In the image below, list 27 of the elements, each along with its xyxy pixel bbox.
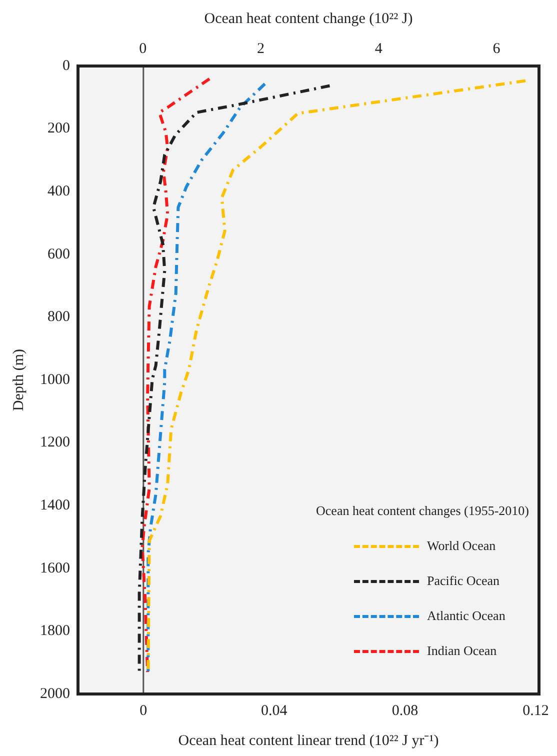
- legend-title: Ocean heat content changes (1955-2010): [315, 502, 529, 520]
- y-axis-title: Depth (m): [10, 348, 27, 412]
- y-tick-label: 1800: [40, 623, 70, 640]
- x-tick-label: 0.08: [392, 702, 418, 719]
- y-tick-label: 1400: [40, 498, 70, 514]
- x2-tick-label: 2: [257, 40, 264, 57]
- y-tick-label: 0: [62, 58, 70, 74]
- x-tick-label: 0.04: [261, 702, 288, 719]
- legend-label: Pacific Ocean: [427, 573, 500, 589]
- y-tick-label: 600: [48, 246, 70, 262]
- y-tick-label: 800: [48, 309, 70, 326]
- y-tick-label: 1600: [40, 560, 70, 576]
- y-tick-label: 2000: [40, 686, 70, 702]
- y-tick-label: 400: [48, 184, 70, 200]
- x2-tick-label: 4: [374, 40, 383, 57]
- legend-label: Atlantic Ocean: [427, 608, 506, 624]
- x2-axis-title: Ocean heat content change (10²² J): [204, 10, 413, 27]
- x2-tick-label: 0: [139, 40, 147, 57]
- y-tick-label: 1000: [40, 372, 70, 388]
- x-tick-label: 0.12: [522, 702, 549, 719]
- y-tick-label: 200: [48, 120, 70, 137]
- x2-tick-label: 6: [492, 40, 501, 57]
- y-tick-label: 1200: [40, 434, 70, 451]
- legend-label: World Ocean: [427, 538, 496, 554]
- x-axis-title: Ocean heat content linear trend (10²² J yr⁻¹): [178, 732, 439, 749]
- legend-label: Indian Ocean: [427, 643, 497, 659]
- x-tick-label: 0: [140, 702, 148, 719]
